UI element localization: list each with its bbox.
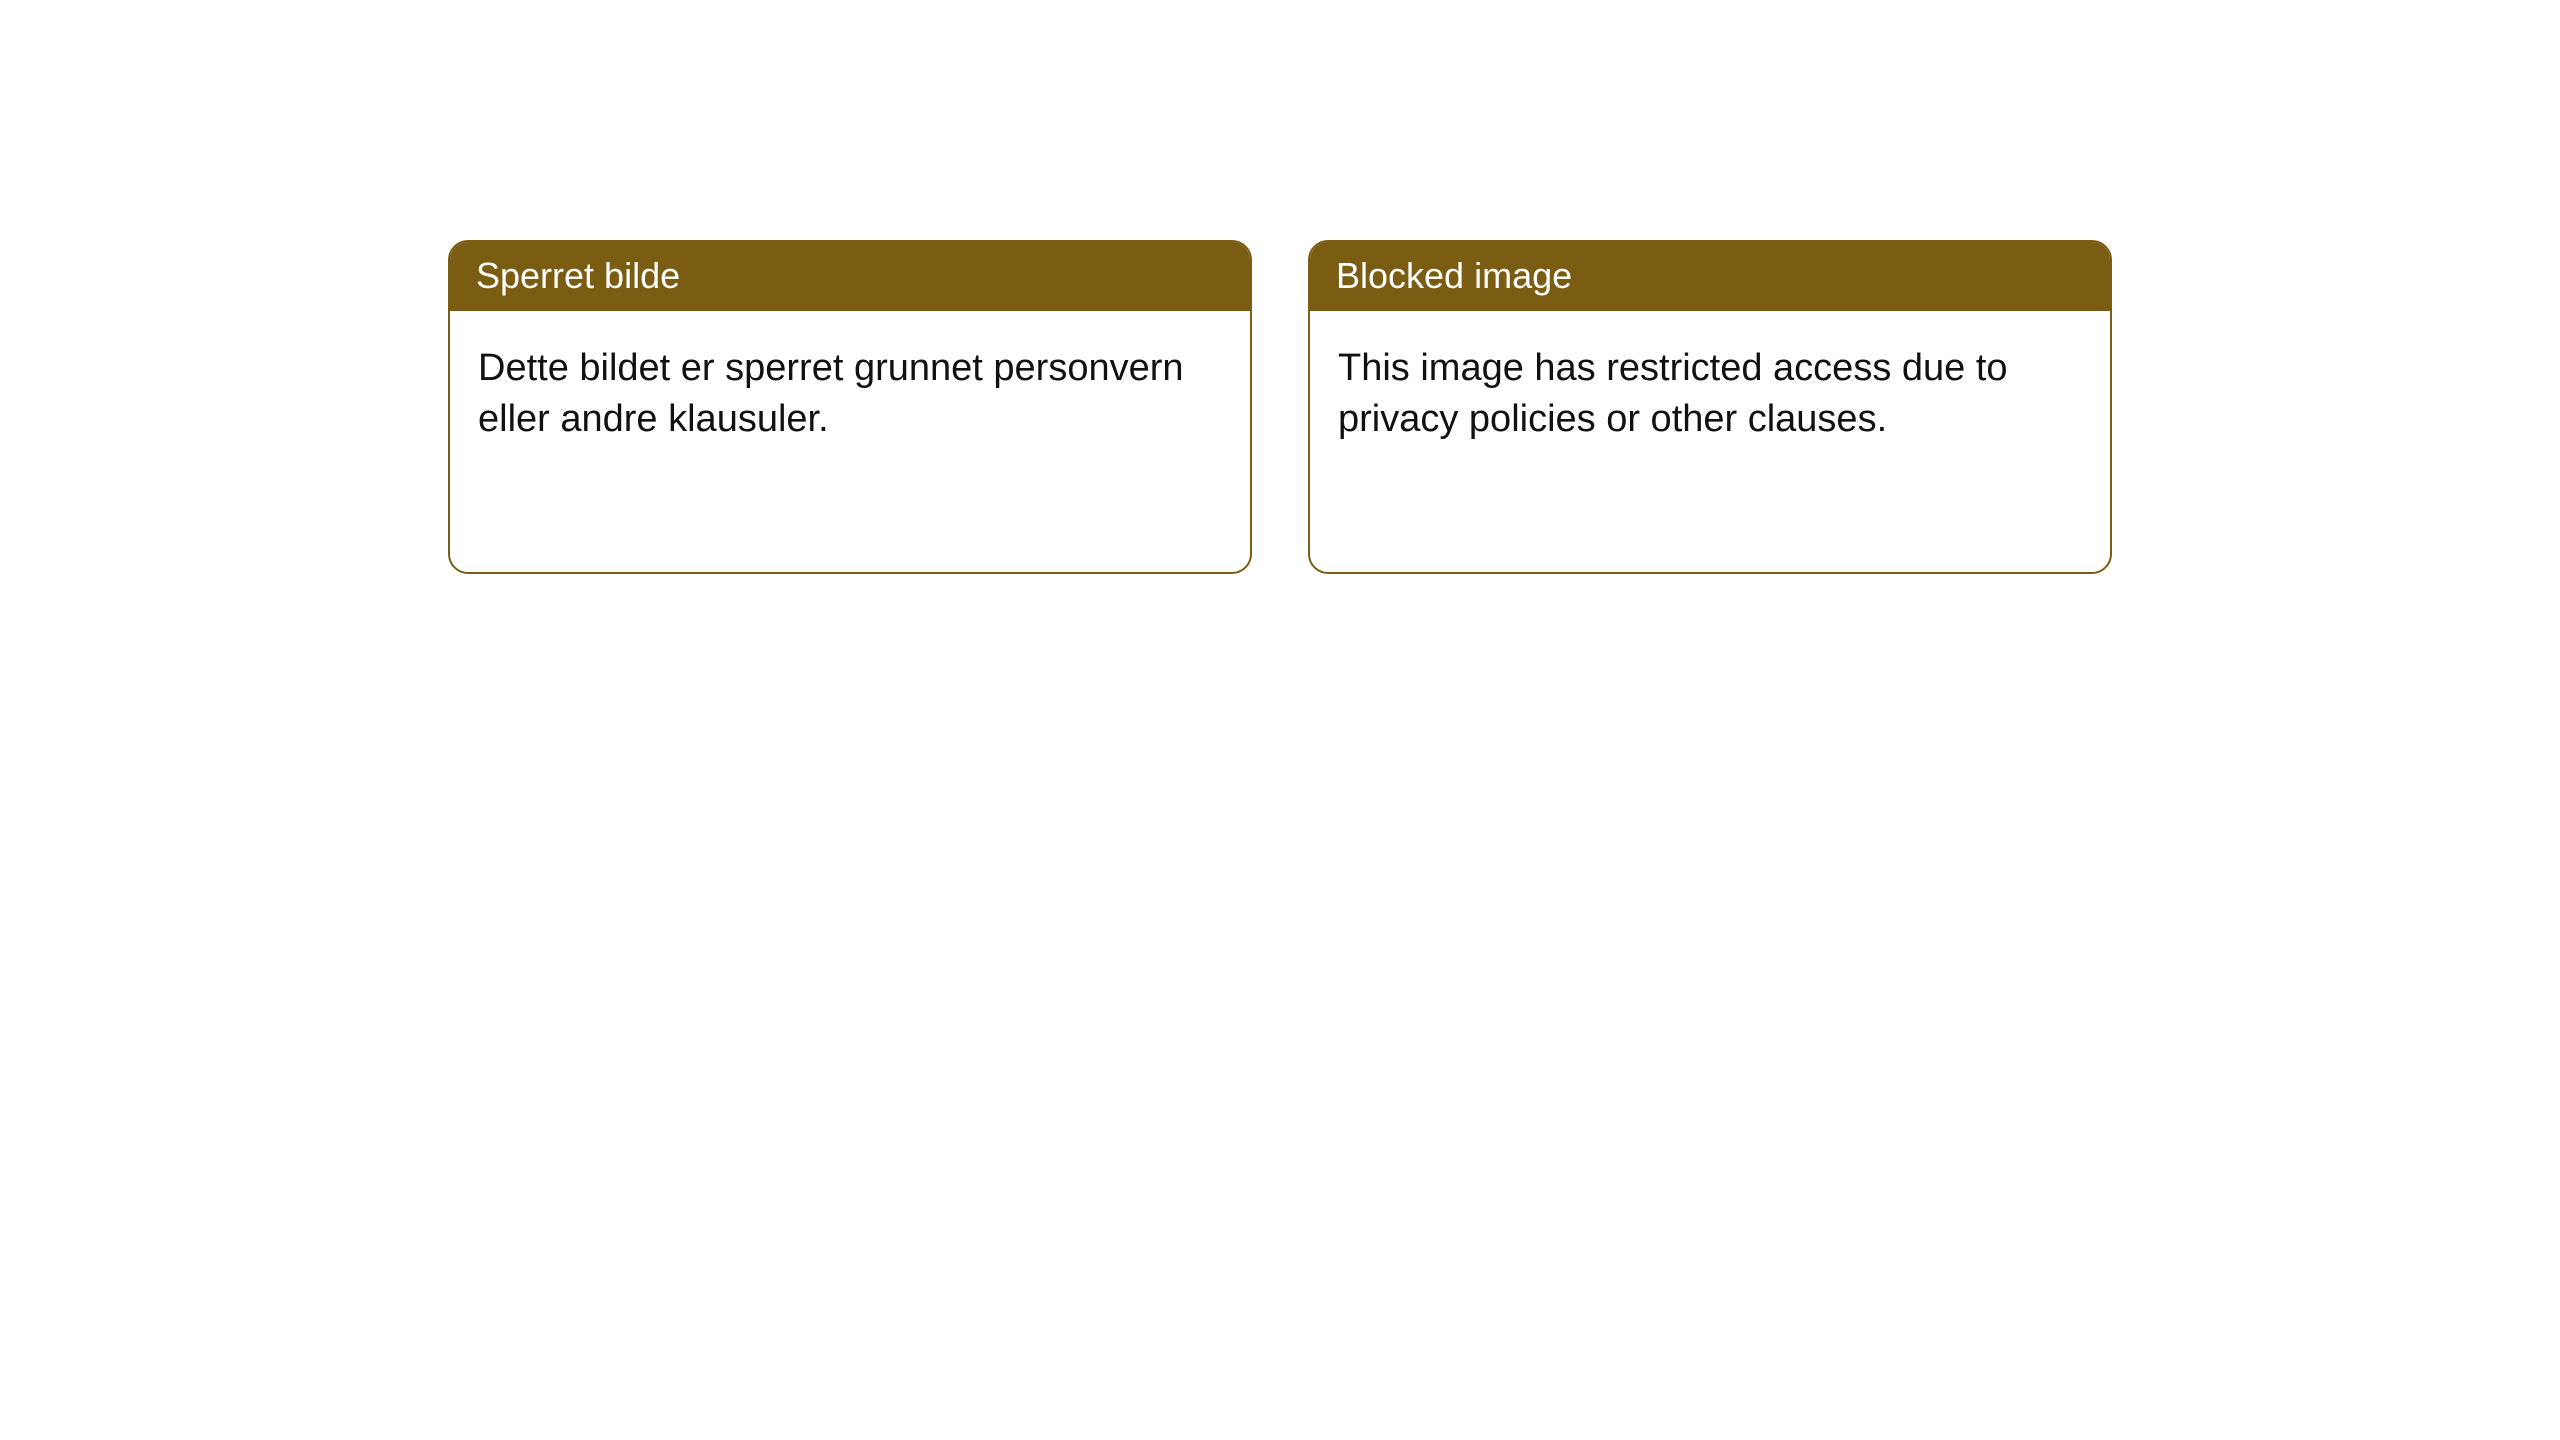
notice-card-title-en: Blocked image [1310, 242, 2110, 311]
notice-card-body-en: This image has restricted access due to … [1310, 311, 2110, 466]
notice-cards-row: Sperret bilde Dette bildet er sperret gr… [448, 240, 2112, 574]
notice-card-title-no: Sperret bilde [450, 242, 1250, 311]
notice-card-body-no: Dette bildet er sperret grunnet personve… [450, 311, 1250, 466]
notice-card-en: Blocked image This image has restricted … [1308, 240, 2112, 574]
notice-card-no: Sperret bilde Dette bildet er sperret gr… [448, 240, 1252, 574]
page: Sperret bilde Dette bildet er sperret gr… [0, 0, 2560, 1440]
